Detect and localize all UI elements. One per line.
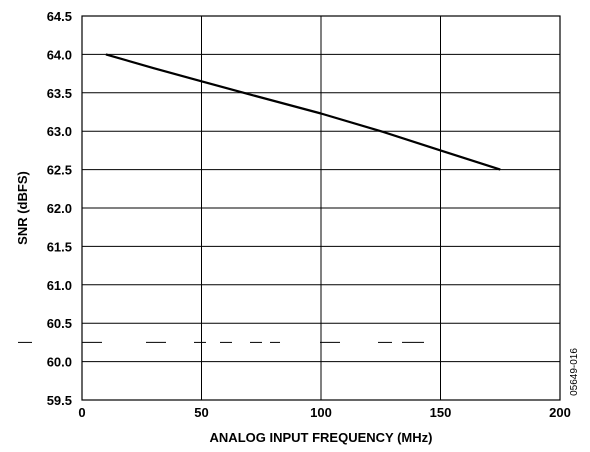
y-tick-label-63.5: 63.5 — [47, 86, 72, 101]
grid-lines — [82, 16, 560, 400]
x-tick-label-100: 100 — [310, 405, 332, 420]
y-tick-label-61.0: 61.0 — [47, 278, 72, 293]
y-tick-label-60.0: 60.0 — [47, 355, 72, 370]
y-axis-title: SNR (dBFS) — [15, 171, 30, 245]
x-tick-label-0: 0 — [78, 405, 85, 420]
figure-id: 05649-016 — [569, 348, 580, 396]
series-group — [105, 53, 501, 171]
y-tick-label-62.0: 62.0 — [47, 201, 72, 216]
x-tick-label-200: 200 — [549, 405, 571, 420]
y-tick-label-59.5: 59.5 — [47, 393, 72, 408]
y-tick-labels: 59.5 60.0 60.5 61.0 61.5 62.0 62.5 63.0 63.5 64.0… — [47, 9, 72, 408]
y-tick-label-64.0: 64.0 — [47, 47, 72, 62]
plot-frame — [81, 15, 561, 401]
series-line-0 — [105, 53, 501, 171]
y-tick-label-64.5: 64.5 — [47, 9, 72, 24]
x-tick-label-50: 50 — [194, 405, 208, 420]
y-tick-label-62.5: 62.5 — [47, 163, 72, 178]
y-tick-label-63.0: 63.0 — [47, 124, 72, 139]
x-tick-labels: 0 50 100 150 200 — [78, 405, 570, 420]
x-tick-label-150: 150 — [430, 405, 452, 420]
y-tick-label-61.5: 61.5 — [47, 239, 72, 254]
y-tick-label-60.5: 60.5 — [47, 316, 72, 331]
x-axis-title: ANALOG INPUT FREQUENCY (MHz) — [210, 430, 433, 445]
